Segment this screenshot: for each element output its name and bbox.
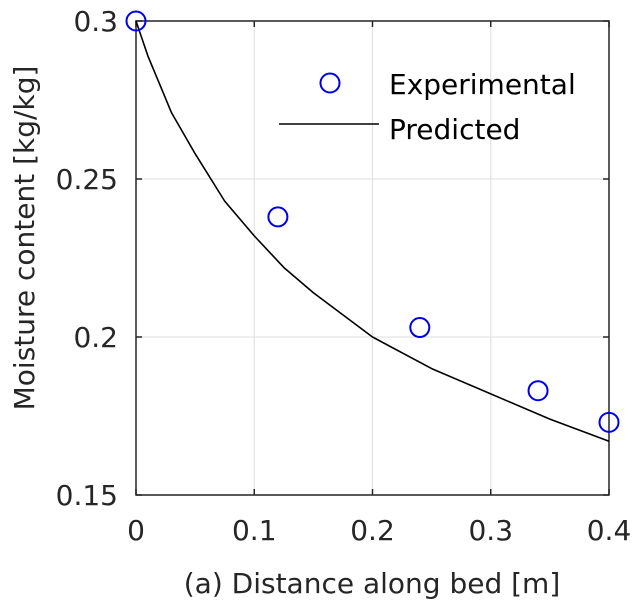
- legend-predicted-label: Predicted: [389, 113, 520, 146]
- y-axis-title: Moisture content [kg/kg]: [8, 66, 41, 411]
- x-tick-label: 0.4: [587, 514, 632, 547]
- x-tick-labels: 0 0.1 0.2 0.3 0.4: [127, 514, 631, 547]
- experimental-point: [267, 206, 289, 228]
- series-layer: [125, 10, 620, 443]
- y-tick-label: 0.3: [73, 5, 118, 38]
- experimental-point: [598, 411, 620, 433]
- x-tick-label: 0.2: [350, 514, 395, 547]
- x-tick-label: 0.1: [232, 514, 277, 547]
- y-tick-label: 0.25: [56, 163, 118, 196]
- experimental-point: [409, 317, 431, 339]
- y-tick-label: 0.2: [73, 321, 118, 354]
- experimental-point: [527, 380, 549, 402]
- y-tick-label: 0.15: [56, 479, 118, 512]
- y-tick-labels: 0.15 0.2 0.25 0.3: [56, 5, 118, 512]
- tick-marks: [135, 20, 610, 496]
- x-tick-label: 0: [127, 514, 145, 547]
- legend: Experimental Predicted: [279, 68, 576, 146]
- experimental-point: [125, 10, 147, 32]
- predicted-line: [135, 20, 610, 443]
- legend-experimental-label: Experimental: [389, 68, 576, 101]
- x-tick-label: 0.3: [468, 514, 513, 547]
- x-axis-title: (a) Distance along bed [m]: [184, 567, 561, 600]
- legend-experimental-marker: [319, 72, 341, 94]
